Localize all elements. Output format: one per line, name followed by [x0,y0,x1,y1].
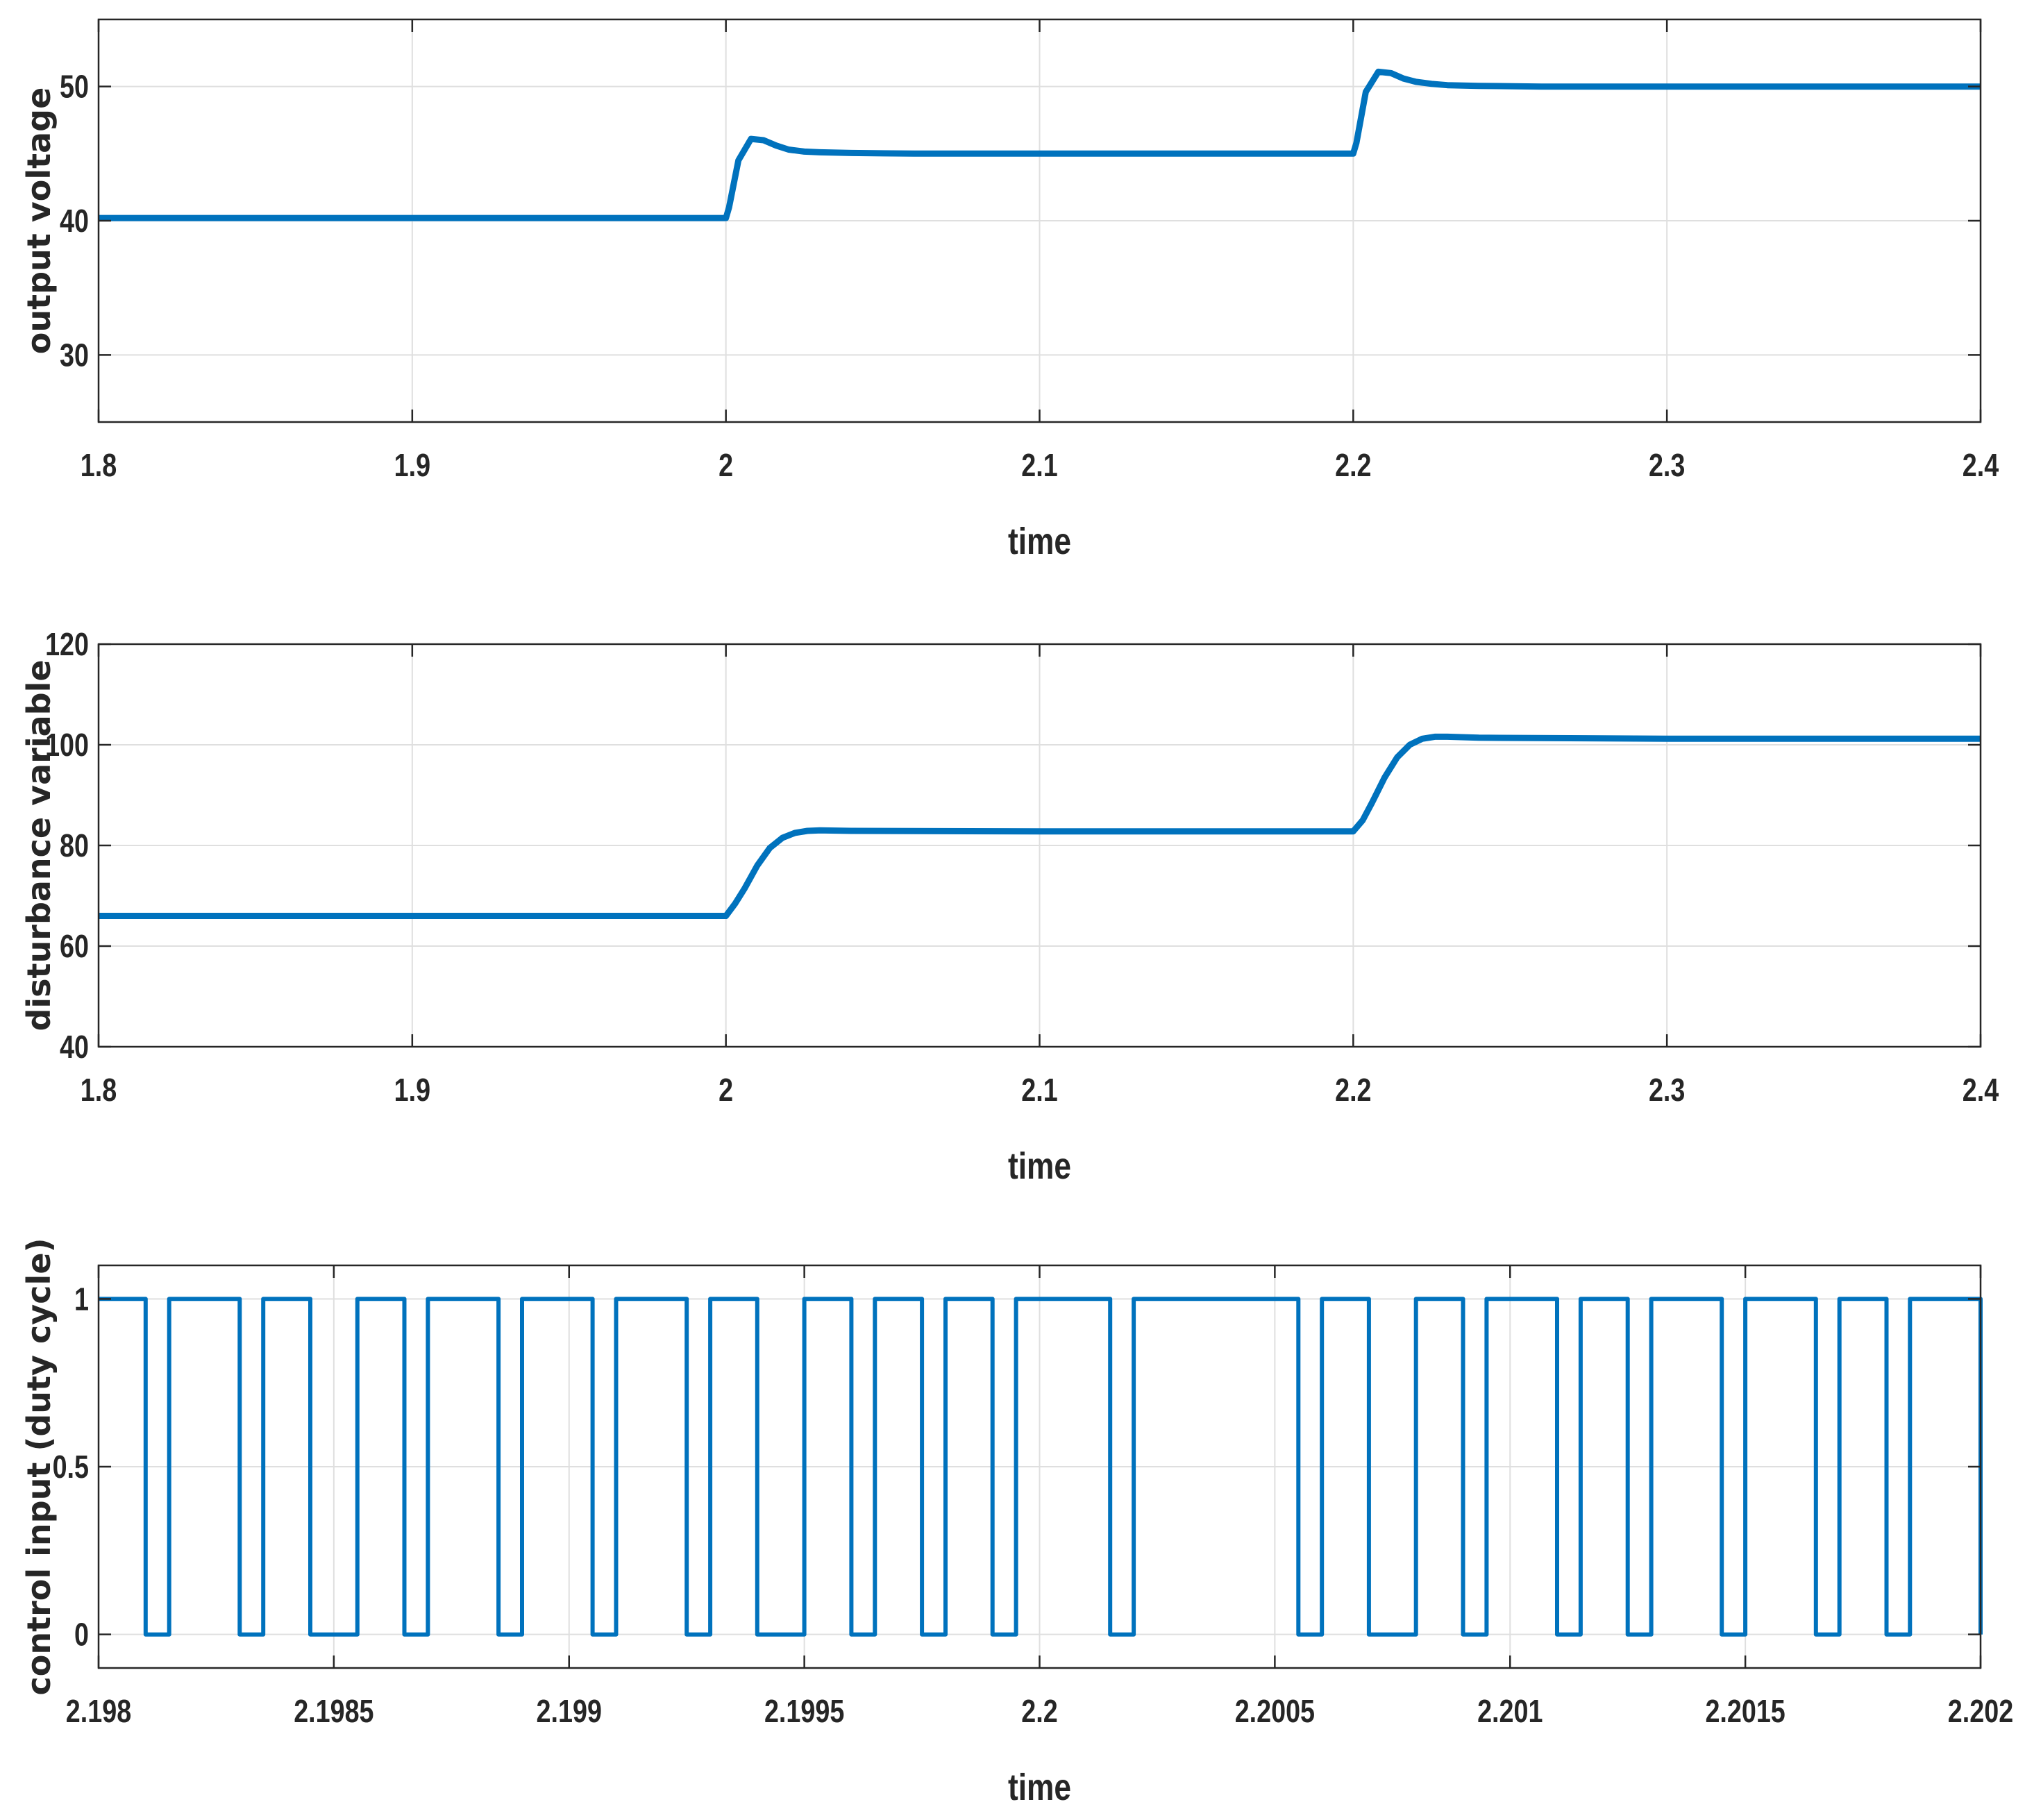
x-tick-label: 2.1 [1021,447,1057,482]
x-tick-label: 1.9 [394,447,430,482]
y-tick-label: 60 [60,928,89,963]
x-tick-label: 2.199 [537,1693,602,1728]
x-tick-label: 2 [719,1072,733,1107]
x-axis-title: time [1008,521,1071,562]
y-axis-title: disturbance variable [20,659,58,1031]
x-axis-title: time [1008,1145,1071,1187]
subplot-1: 1.8 1.9 2 2.1 2.2 2.3 2.4 30 40 50 time output volt… [20,18,1999,562]
y-axis-title: output voltage [20,87,58,355]
series-line [99,733,1981,919]
x-tick-label: 2.2 [1335,1072,1371,1107]
x-tick-label: 2.4 [1963,447,1999,482]
y-tick-label: 0 [74,1617,89,1652]
x-tick-label: 2.3 [1649,447,1685,482]
x-tick-label: 2.2 [1335,447,1371,482]
x-tick-label: 2.3 [1649,1072,1685,1107]
y-tick-label: 0.5 [53,1449,89,1484]
series-line [99,68,1981,221]
y-tick-label: 50 [60,69,89,104]
y-tick-label: 1 [74,1281,89,1317]
y-axis-title: control input (duty cycle) [20,1238,58,1695]
y-tick-label: 40 [60,1029,89,1064]
y-tick-label: 40 [60,203,89,238]
x-tick-label: 2.4 [1963,1072,1999,1107]
y-tick-label: 80 [60,827,89,863]
x-tick-label: 2.202 [1948,1693,2013,1728]
x-axis-title: time [1008,1767,1071,1808]
y-tick-label: 100 [45,727,89,762]
x-tick-label: 2.1995 [764,1693,844,1728]
x-tick-label: 2.2 [1021,1693,1057,1728]
plots: 1.8 1.9 2 2.1 2.2 2.3 2.4 30 40 50 time output volt… [20,18,2013,1808]
y-tick-label: 120 [45,626,89,662]
x-tick-label: 2.2015 [1705,1693,1785,1728]
subplot-2: 1.8 1.9 2 2.1 2.2 2.3 2.4 40 60 80 100 120 time distu… [20,626,1999,1187]
x-tick-label: 2 [719,447,733,482]
x-tick-label: 2.1985 [294,1693,373,1728]
y-tick-label: 30 [60,337,89,373]
subplot-3: 2.198 2.1985 2.199 2.1995 2.2 2.2005 2.201 2.20… [20,1238,2013,1808]
x-tick-label: 1.9 [394,1072,430,1107]
x-tick-label: 2.1 [1021,1072,1057,1107]
x-tick-label: 1.8 [81,1072,117,1107]
series-line [99,1297,1983,1637]
x-tick-label: 2.201 [1477,1693,1543,1728]
x-tick-label: 2.198 [66,1693,131,1728]
x-tick-label: 1.8 [81,447,117,482]
x-tick-label: 2.2005 [1235,1693,1315,1728]
